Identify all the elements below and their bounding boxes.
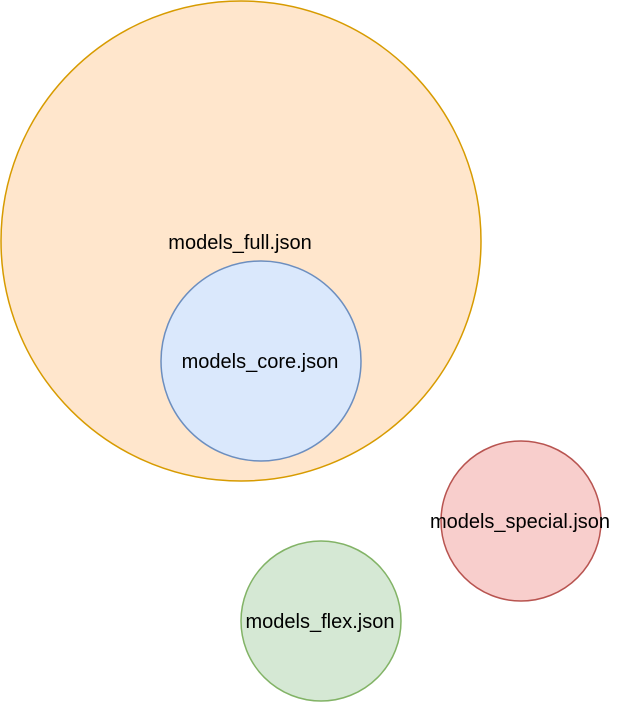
models-core-circle — [160, 260, 362, 462]
models-flex-circle — [240, 540, 402, 702]
models-core-label: models_core.json — [182, 351, 339, 373]
models-full-label: models_full.json — [168, 232, 311, 254]
models-special-label: models_special.json — [430, 511, 610, 533]
models-special-circle — [440, 440, 602, 602]
models-flex-label: models_flex.json — [246, 611, 395, 633]
